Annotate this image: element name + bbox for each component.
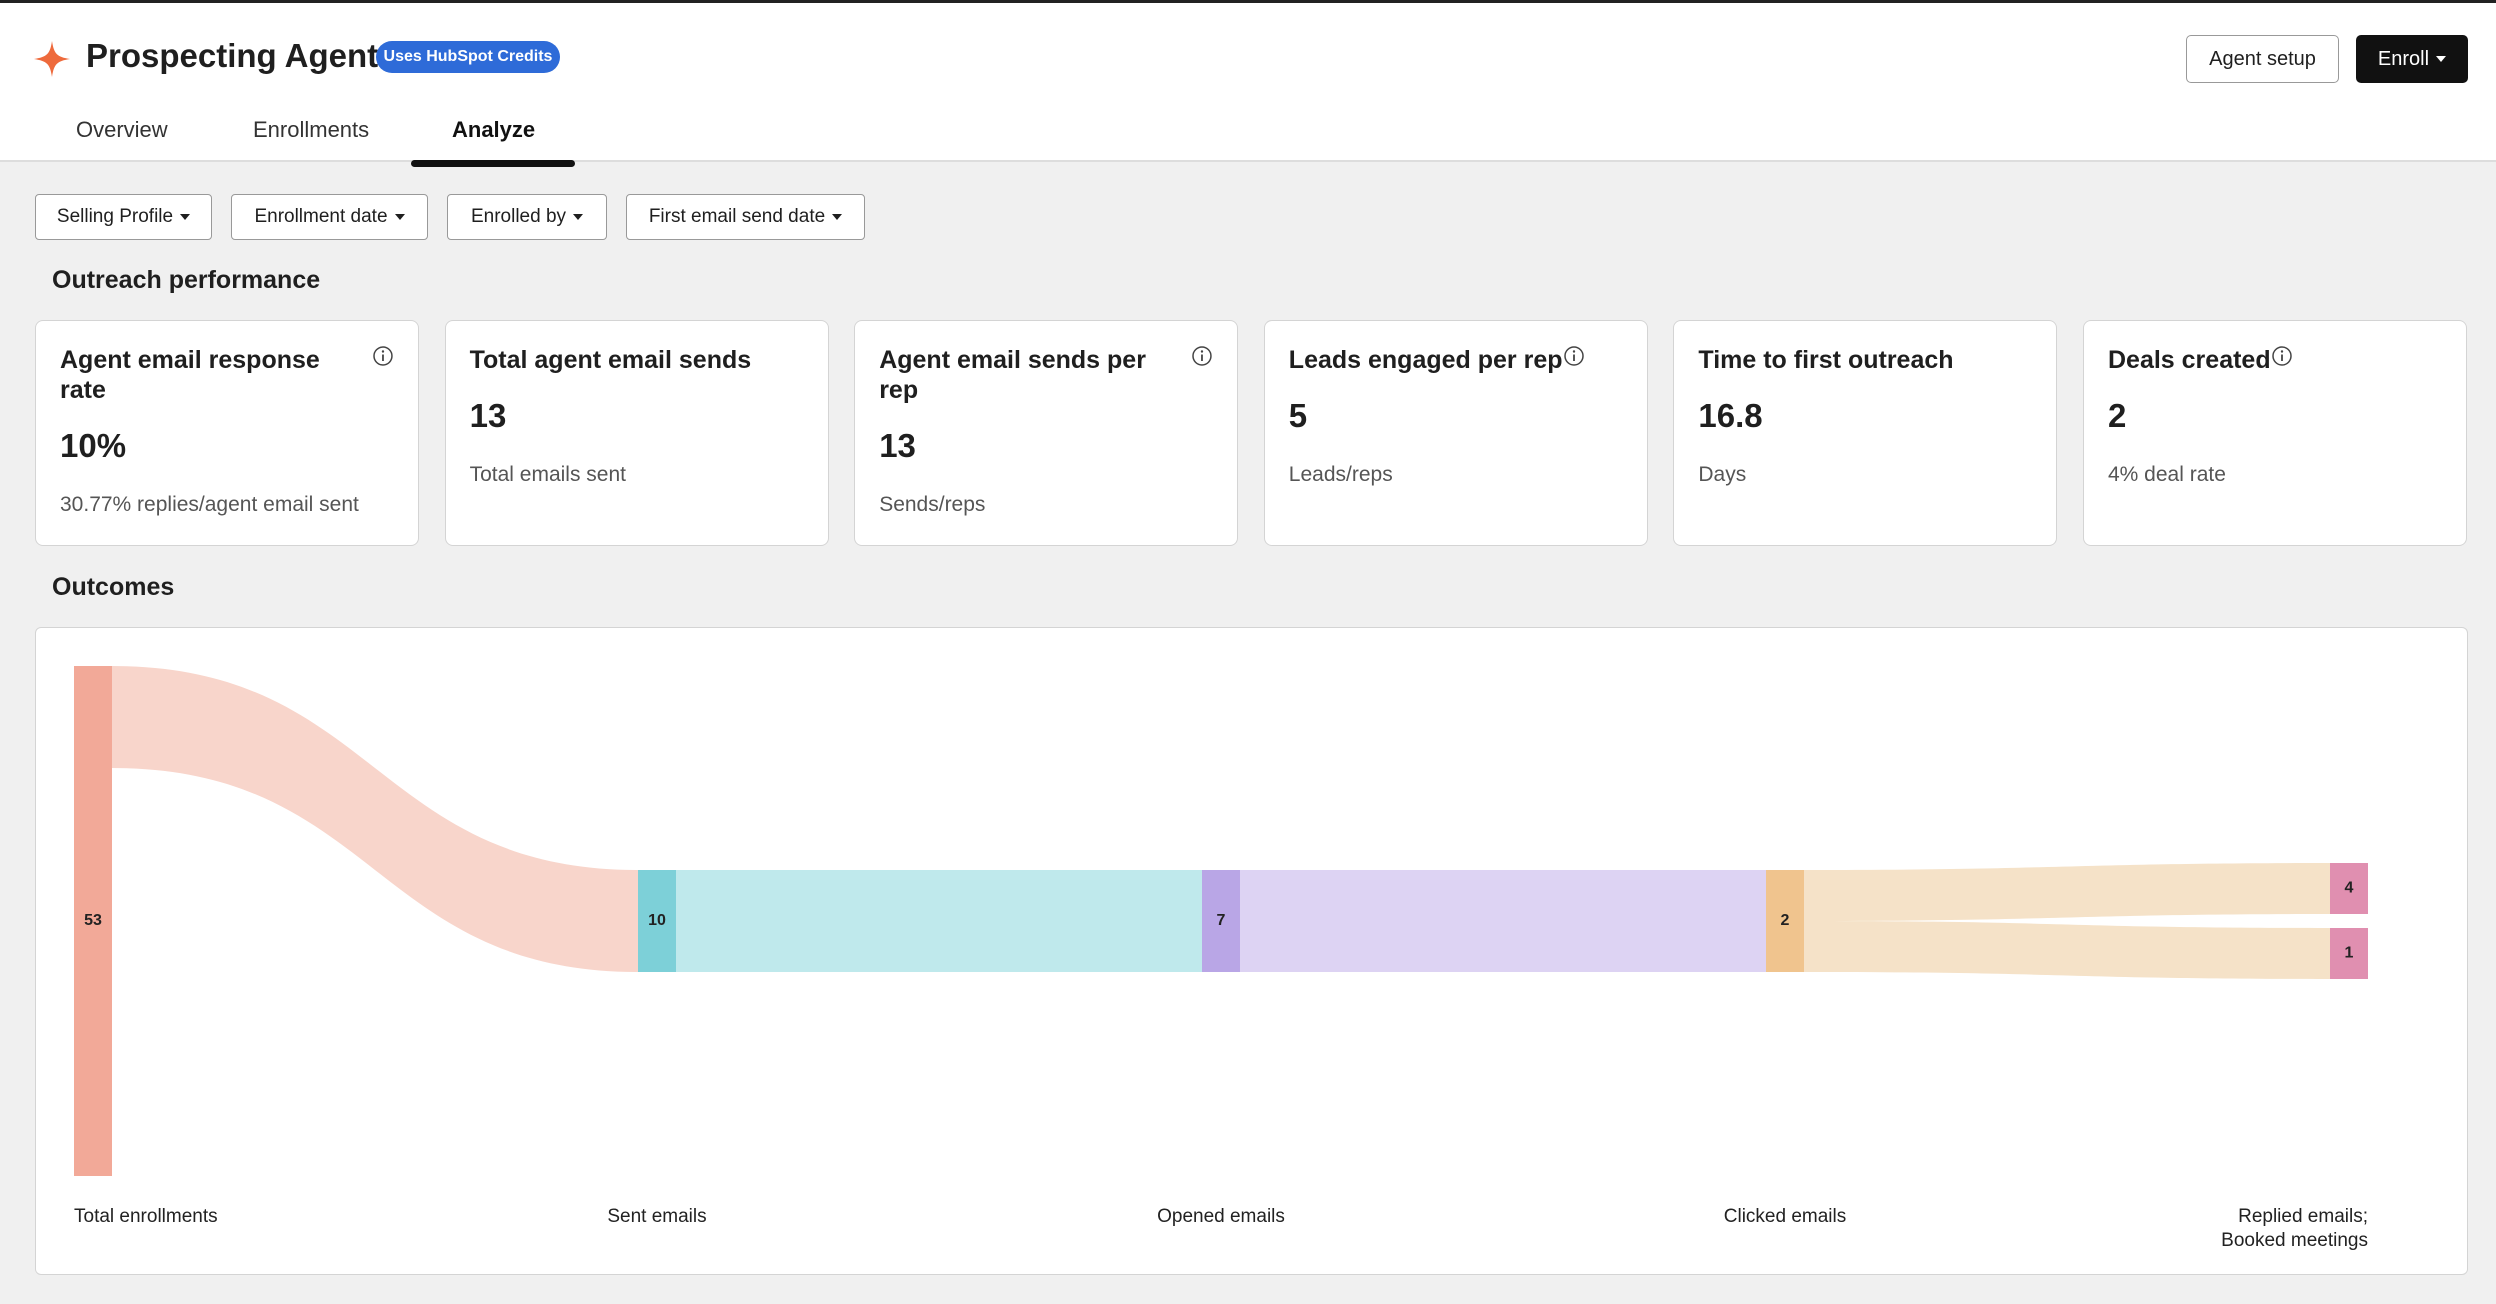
metric-card: Leads engaged per rep 5 Leads/reps [1263,320,1648,546]
tab[interactable]: Overview [76,117,168,142]
stage-label: Clicked emails [1723,1206,1847,1227]
sankey-node [638,870,676,972]
sankey-node [2330,928,2368,979]
info-circle [373,346,393,366]
metric-card: Total agent email sends 13 Total emails se… [444,320,829,546]
node-label: 53 [84,912,102,929]
caret [394,214,405,220]
card-value: 5 [1288,397,1308,434]
info-circle [1192,346,1212,366]
card-title: Time to first outreach [1698,346,1954,374]
tab[interactable]: Enrollments [253,117,370,142]
caret [832,214,843,220]
card-value: 13 [879,427,916,464]
info-circle [1563,346,1584,366]
sankey-node [1766,870,1804,972]
sankey-node [1202,870,1240,972]
stage-label: Opened emails [1157,1206,1285,1227]
badge: Uses HubSpot Credits [376,41,560,73]
metric-card: Agent email response rate 10% 30.77% repli… [35,320,419,546]
metric-card: Deals created 2 4% deal rate [2083,320,2467,546]
button[interactable]: Enroll [2356,35,2468,83]
sankey-card: 53 10 7 2 4 1 Total enrollments Sent emails Ope… [35,627,2468,1275]
info-icon[interactable] [1563,345,1585,367]
card-title: Total agent email sends [469,346,752,374]
card-value: 2 [2108,397,2127,434]
sankey-link [1804,921,2330,979]
metric-card: Time to first outreach 16.8 Days [1673,320,2058,546]
filter[interactable]: Selling Profile [35,194,212,240]
card-subtitle: Days [1698,463,1747,486]
caret [180,214,191,220]
button-label: Agent setup [2209,47,2316,70]
info-icon[interactable] [1191,345,1213,367]
filter[interactable]: Enrollment date [231,194,428,240]
sankey-link [112,666,638,972]
card-title-row: Deals created [2108,345,2442,375]
card-value: 10% [60,427,127,464]
section-title: Outcomes [52,573,175,601]
card-title-row: Leads engaged per rep [1289,345,1623,375]
button-label: Enroll [2377,47,2430,70]
card-title-row: Time to first outreach [1698,345,2032,375]
sankey: 53 10 7 2 4 1 [74,666,2368,1176]
sankey-node [2330,863,2368,914]
header: Prospecting Agent Uses HubSpot Credits A… [0,0,2496,167]
card-subtitle: Sends/reps [879,493,986,516]
stage-label: Sent emails [607,1206,707,1227]
sankey-node [74,666,112,1176]
metric-card: Agent email sends per rep 13 Sends/reps [854,320,1239,546]
sankey-link [1240,870,1766,972]
logo [34,41,70,77]
info-icon[interactable] [372,345,394,367]
tab[interactable]: Analyze [452,117,536,142]
tab-indicator [411,160,575,167]
stage-label: Replied emails; Booked meetings [2221,1206,2368,1251]
card-subtitle: Total emails sent [469,463,626,486]
filter-label: First email send date [648,206,826,227]
info-dot [1201,350,1204,353]
filter[interactable]: Enrolled by [447,194,607,240]
filter[interactable]: First email send date [626,194,865,240]
info-dot [2280,350,2283,353]
card-title-row: Agent email response rate [60,345,394,405]
filter-label: Enrollment date [254,206,388,227]
card-subtitle: 4% deal rate [2108,463,2226,486]
node-label: 2 [1781,912,1790,929]
node-label: 1 [2345,945,2354,962]
section-title: Outreach performance [52,266,321,294]
caret [573,214,584,220]
node-label: 4 [2345,880,2354,897]
info-dot [1572,350,1575,353]
card-value: 16.8 [1698,397,1763,434]
card-title-row: Total agent email sends [470,345,804,375]
caret [2436,56,2447,62]
sankey-link [676,870,1202,972]
card-title: Deals created [2108,346,2271,374]
info-icon[interactable] [2271,345,2293,367]
card-subtitle: Leads/reps [1288,463,1393,486]
card-title-row: Agent email sends per rep [879,345,1213,405]
button[interactable]: Agent setup [2186,35,2339,83]
info-circle [2271,346,2292,366]
filter-label: Enrolled by [470,206,567,227]
sankey-link [1804,863,2330,921]
stage-label: Total enrollments [74,1206,218,1227]
card-title: Agent email sends per rep [879,346,1146,404]
title: Prospecting Agent [86,37,379,74]
info-dot [381,350,385,353]
node-label: 10 [648,912,666,929]
filter-label: Selling Profile [56,206,174,227]
card-subtitle: 30.77% replies/agent email sent [60,493,359,516]
card-title: Agent email response rate [60,346,320,404]
node-label: 7 [1217,912,1226,929]
card-title: Leads engaged per rep [1288,346,1563,374]
card-value: 13 [469,397,507,434]
